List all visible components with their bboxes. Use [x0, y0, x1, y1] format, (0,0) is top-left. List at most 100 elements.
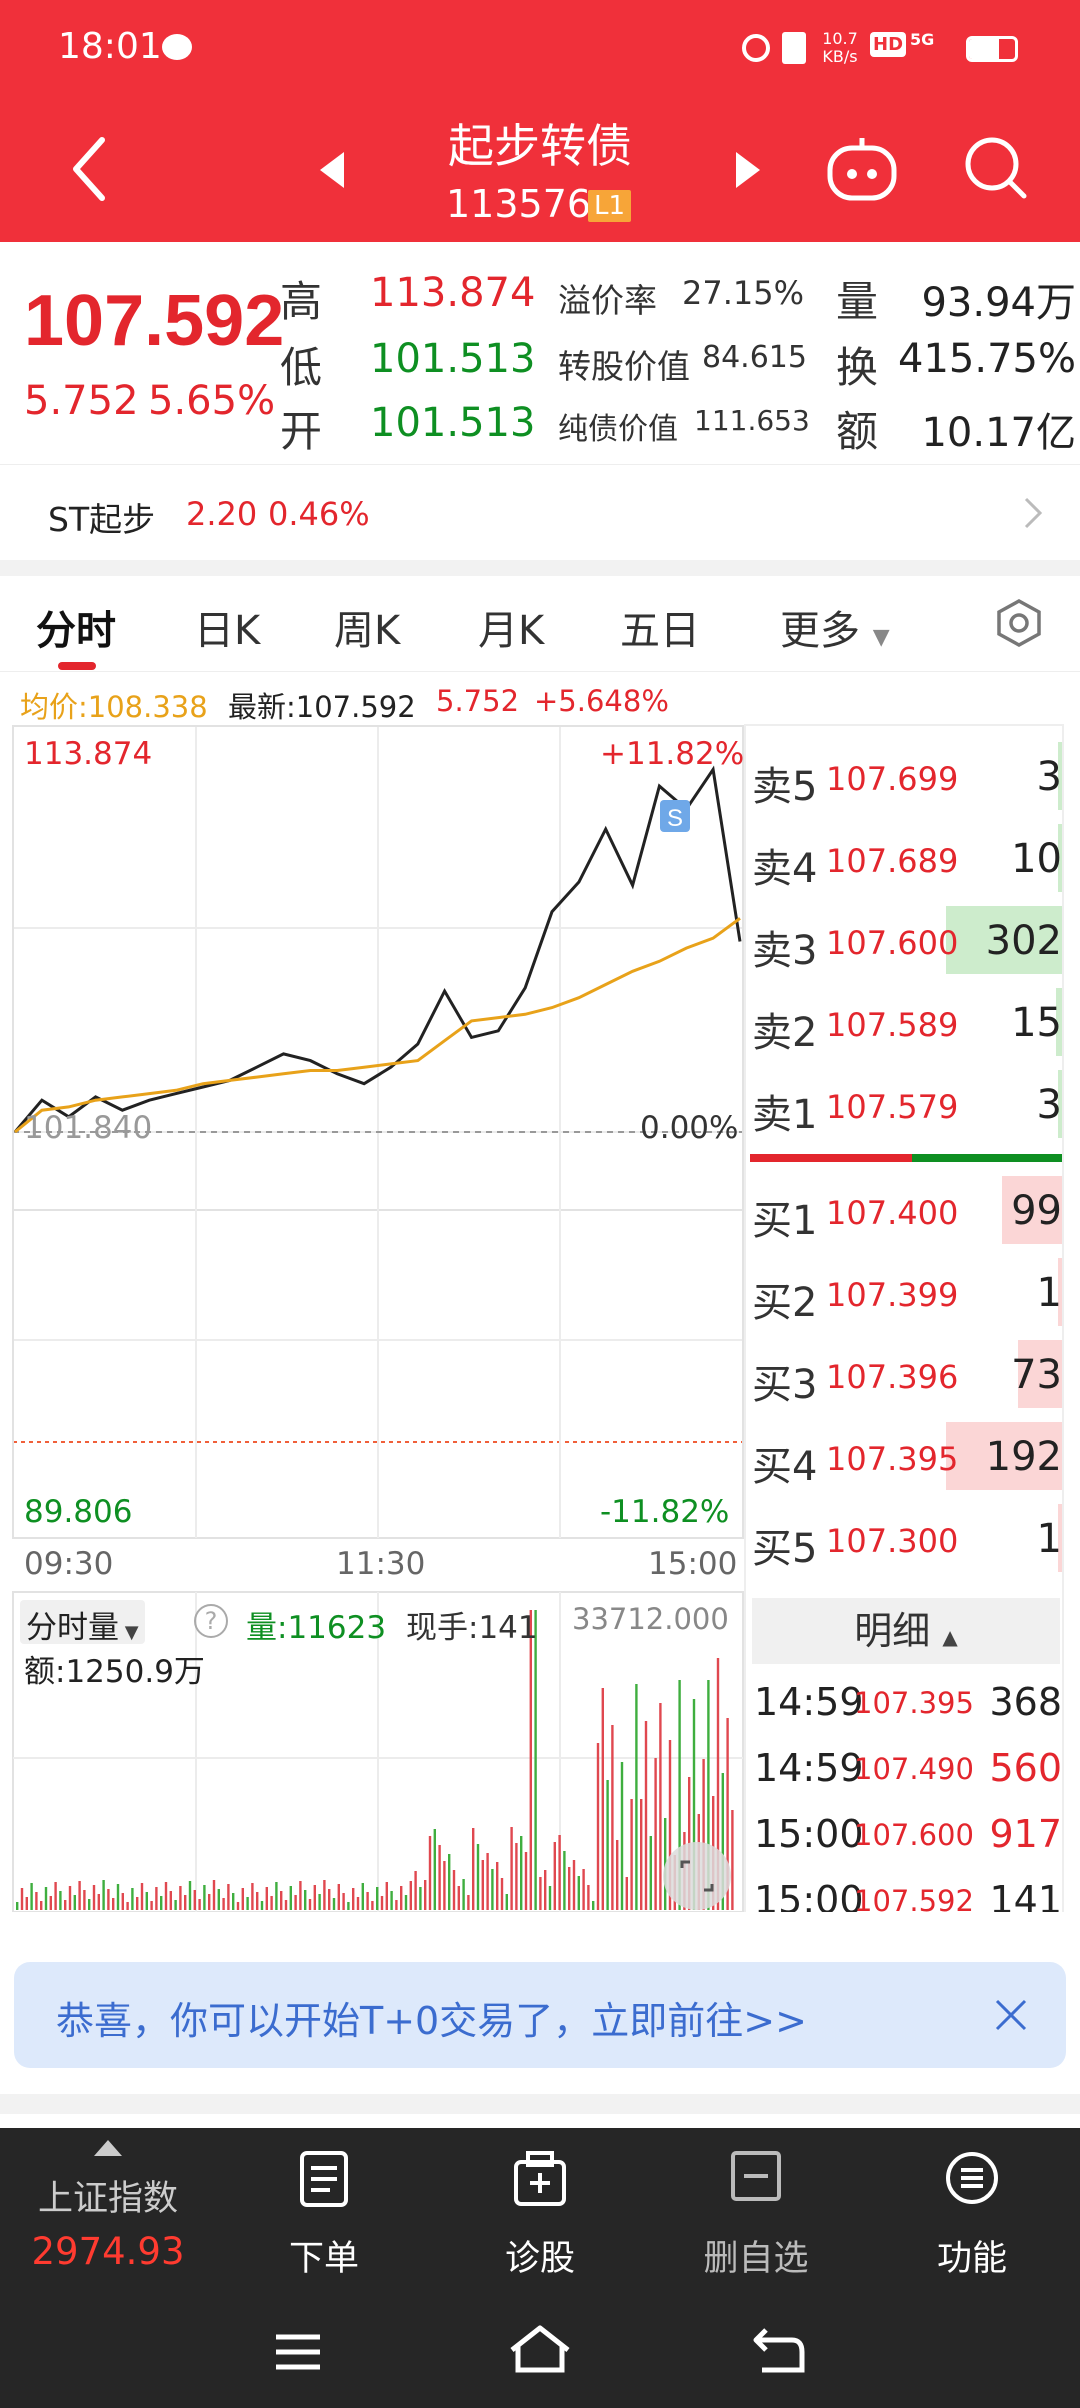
y-mid-pct: 0.00%	[640, 1110, 739, 1146]
tab-monthly-k[interactable]: 月K	[478, 608, 545, 654]
stock-name: 起步转债	[448, 119, 632, 173]
tab-daily-k[interactable]: 日K	[194, 608, 261, 654]
volume-bar	[659, 1703, 662, 1910]
volume-bar	[299, 1881, 302, 1910]
volume-bar	[443, 1861, 446, 1910]
ask-price: 107.699	[826, 760, 959, 798]
ask-row[interactable]: 卖4 107.689 10	[752, 818, 1062, 900]
bid-row[interactable]: 买5 107.300 1	[752, 1498, 1062, 1580]
battery-level	[969, 39, 999, 59]
bid-volume: 73	[1011, 1352, 1062, 1398]
remove-watchlist-button[interactable]: 删自选	[648, 2128, 864, 2298]
ask-volume-bar	[1058, 1070, 1062, 1138]
x-label-open: 09:30	[24, 1546, 114, 1582]
volume-bar	[203, 1885, 206, 1910]
volume-bar	[332, 1898, 336, 1910]
tab-intraday[interactable]: 分时	[36, 608, 116, 654]
tab-five-day[interactable]: 五日	[620, 608, 700, 654]
ticks-header[interactable]: 明细 ▲	[752, 1598, 1060, 1664]
volume-bar	[222, 1898, 225, 1910]
ask-row[interactable]: 卖5 107.699 3	[752, 736, 1062, 818]
ask-row[interactable]: 卖2 107.589 15	[752, 982, 1062, 1064]
tick-volume: 917	[989, 1812, 1062, 1856]
chart-change-pct: +5.648%	[534, 684, 669, 718]
volume-bar	[486, 1853, 489, 1910]
volume-bar	[640, 1799, 643, 1910]
volume-bar	[78, 1881, 81, 1910]
back-arrow-icon[interactable]	[70, 136, 110, 202]
volume-bar	[520, 1836, 523, 1910]
bid-volume-bar	[1058, 1504, 1062, 1572]
place-order-button[interactable]: 下单	[216, 2128, 432, 2298]
volume-bar	[702, 1759, 705, 1910]
price-chart-svg[interactable]: S	[0, 672, 752, 1912]
volume-amount-label: 额:1250.9万	[24, 1654, 205, 1690]
ask-row[interactable]: 卖3 107.600 302	[752, 900, 1062, 982]
bid-row[interactable]: 买1 107.400 99	[752, 1170, 1062, 1252]
volume-bar	[265, 1887, 268, 1910]
bid-row[interactable]: 买3 107.396 73	[752, 1334, 1062, 1416]
section-divider	[0, 2094, 1080, 2114]
volume-bar	[260, 1901, 264, 1910]
next-stock-icon[interactable]	[734, 152, 760, 188]
recent-apps-icon[interactable]	[274, 2332, 322, 2372]
diagnose-button[interactable]: 诊股	[432, 2128, 648, 2298]
level-badge: L1	[588, 190, 632, 222]
tab-weekly-k[interactable]: 周K	[334, 608, 401, 654]
volume-bar	[184, 1895, 187, 1910]
tick-row: 14:59 107.490 560	[752, 1736, 1062, 1802]
volume-bar	[342, 1893, 345, 1910]
minus-square-icon	[731, 2151, 781, 2201]
prev-stock-icon[interactable]	[320, 152, 346, 188]
underlying-stock-row[interactable]: ST起步 2.20 0.46%	[0, 464, 1080, 560]
bid-level-label: 买1	[752, 1198, 818, 1244]
volume-bar	[164, 1882, 168, 1910]
volume-bar	[97, 1894, 100, 1910]
volume-bar	[140, 1883, 144, 1910]
volume-bar	[174, 1900, 177, 1910]
tab-more[interactable]: 更多 ▼	[780, 598, 890, 656]
chat-icon	[162, 34, 192, 60]
ask-row[interactable]: 卖1 107.579 3	[752, 1064, 1062, 1146]
volume-bar	[548, 1886, 552, 1910]
home-icon[interactable]	[508, 2324, 572, 2376]
volume-bar	[438, 1845, 441, 1910]
avg-price-label: 均价:108.338	[20, 690, 208, 724]
help-icon[interactable]: ?	[194, 1604, 228, 1638]
underlying-pct: 0.46%	[268, 495, 370, 533]
robot-assistant-icon[interactable]	[826, 134, 898, 204]
signal-s-marker[interactable]	[660, 800, 690, 832]
fullscreen-button[interactable]	[663, 1842, 731, 1910]
close-icon[interactable]	[994, 1998, 1028, 2032]
bond-value: 111.653	[694, 404, 810, 437]
volume-bar	[241, 1888, 244, 1910]
volume-bar	[457, 1886, 460, 1910]
open-label: 开	[280, 407, 323, 456]
bid-row[interactable]: 买2 107.399 1	[752, 1252, 1062, 1334]
volume-bar	[68, 1886, 72, 1910]
bottom-toolbar: 上证指数 2974.93 下单 诊股 删自选 功能	[0, 2128, 1080, 2298]
volume-bar	[150, 1901, 153, 1910]
signal-s-text: S	[667, 805, 683, 832]
volume-bar	[145, 1892, 148, 1910]
avg-price-line	[14, 917, 741, 1134]
settings-hexagon-icon[interactable]	[994, 598, 1044, 648]
volume-bar	[616, 1840, 619, 1910]
back-nav-icon[interactable]	[752, 2326, 806, 2374]
volume-bar	[337, 1884, 340, 1910]
volume-type-dropdown[interactable]: 分时量 ▼	[20, 1600, 145, 1646]
bid-row[interactable]: 买4 107.395 192	[752, 1416, 1062, 1498]
index-ticker[interactable]: 上证指数 2974.93	[0, 2128, 216, 2298]
volume-bar	[83, 1890, 86, 1910]
net-speed: 10.7 KB/s	[818, 30, 862, 66]
volume-bar	[30, 1883, 33, 1910]
chart-tabs: 分时 日K 周K 月K 五日 更多 ▼	[0, 576, 1080, 672]
volume-bar	[193, 1890, 196, 1910]
functions-button[interactable]: 功能	[864, 2128, 1080, 2298]
volume-max-label: 33712.000	[572, 1602, 729, 1636]
volume-bar	[496, 1862, 499, 1910]
t0-promo-banner[interactable]: 恭喜，你可以开始T+0交易了，立即前往>>	[14, 1962, 1066, 2068]
search-icon[interactable]	[962, 134, 1030, 202]
volume-bar	[707, 1680, 710, 1910]
caret-down-icon: ▼	[872, 625, 890, 650]
